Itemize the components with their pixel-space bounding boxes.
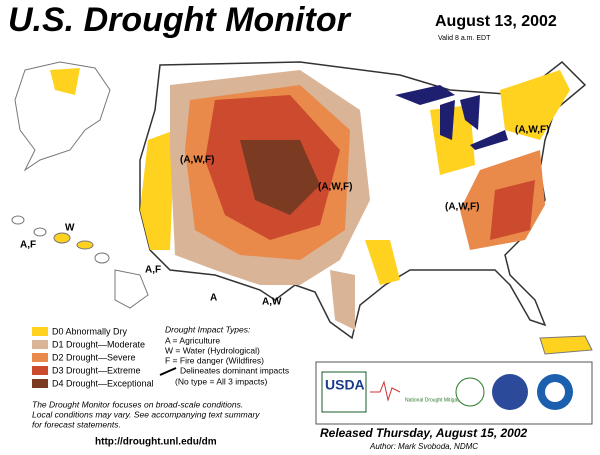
noaa-logo-inner bbox=[545, 382, 565, 402]
note: Local conditions may vary. See accompany… bbox=[32, 409, 260, 419]
alaska-drought bbox=[50, 68, 80, 95]
d3-east bbox=[490, 180, 535, 240]
ndmc-text: National Drought Mitigation Center bbox=[405, 397, 482, 403]
impact-note: (No type = All 3 impacts) bbox=[175, 376, 268, 386]
impact-line: A = Agriculture bbox=[165, 335, 220, 345]
d0-northeast bbox=[500, 70, 570, 140]
impact-line: W = Water (Hydrological) bbox=[165, 345, 260, 355]
legend-swatch bbox=[32, 366, 48, 375]
impact-line: F = Fire danger (Wildfires) bbox=[165, 355, 264, 365]
d0-louisiana bbox=[365, 240, 400, 285]
impact-line-note: Delineates dominant impacts bbox=[180, 365, 289, 375]
impact-label: (A,W,F) bbox=[318, 182, 352, 193]
legend-swatch bbox=[32, 353, 48, 362]
d0-west bbox=[140, 130, 175, 250]
impact-label: A,W bbox=[262, 297, 282, 308]
impact-label: A,F bbox=[20, 240, 36, 251]
air-force-logo bbox=[492, 374, 528, 410]
date: August 13, 2002 bbox=[435, 13, 557, 30]
title: U.S. Drought Monitor bbox=[8, 1, 352, 39]
great-lakes bbox=[395, 85, 508, 150]
d4-west bbox=[240, 140, 320, 215]
logos: USDA National Drought Mitigation Center bbox=[315, 361, 593, 425]
legend-label: D3 Drought—Extreme bbox=[52, 365, 141, 375]
drought-areas bbox=[140, 70, 570, 330]
legend-label: D1 Drought—Moderate bbox=[52, 339, 145, 349]
note: The Drought Monitor focuses on broad-sca… bbox=[32, 399, 243, 409]
hawaii bbox=[11, 215, 149, 309]
impact-label: (A,W,F) bbox=[445, 202, 479, 213]
legend-label: D4 Drought—Exceptional bbox=[52, 378, 154, 388]
valid-time: Valid 8 a.m. EDT bbox=[438, 35, 491, 42]
note: for forecast statements. bbox=[32, 419, 121, 429]
url: http://drought.unl.edu/dm bbox=[95, 437, 217, 448]
legend-label: D0 Abnormally Dry bbox=[52, 326, 128, 336]
legend-swatch bbox=[32, 379, 48, 388]
puerto-rico bbox=[539, 335, 593, 355]
ndmc-wave bbox=[370, 380, 401, 402]
legend-swatch bbox=[32, 327, 48, 336]
legend-swatch bbox=[32, 340, 48, 349]
d1-texas bbox=[330, 270, 355, 330]
usda-logo bbox=[321, 371, 367, 413]
impact-label: (A,W,F) bbox=[180, 155, 214, 166]
author: Author: Mark Svoboda, NDMC bbox=[369, 442, 478, 451]
alaska bbox=[14, 61, 111, 172]
impact-title: Drought Impact Types: bbox=[165, 324, 251, 334]
impact-label: A,F bbox=[145, 265, 161, 276]
impact-label: W bbox=[65, 223, 75, 234]
impact-types: Drought Impact Types: A = Agriculture W … bbox=[159, 324, 289, 386]
usda-text: USDA bbox=[325, 377, 365, 393]
tree-logo bbox=[455, 377, 485, 407]
legend-label: D2 Drought—Severe bbox=[52, 352, 136, 362]
released: Released Thursday, August 15, 2002 bbox=[320, 426, 528, 440]
impact-label: (A,W,F) bbox=[515, 125, 549, 136]
impact-label: A bbox=[210, 293, 217, 304]
impact-line-sample bbox=[159, 367, 177, 376]
legend: D0 Abnormally Dry D1 Drought—Moderate D2… bbox=[32, 326, 154, 388]
